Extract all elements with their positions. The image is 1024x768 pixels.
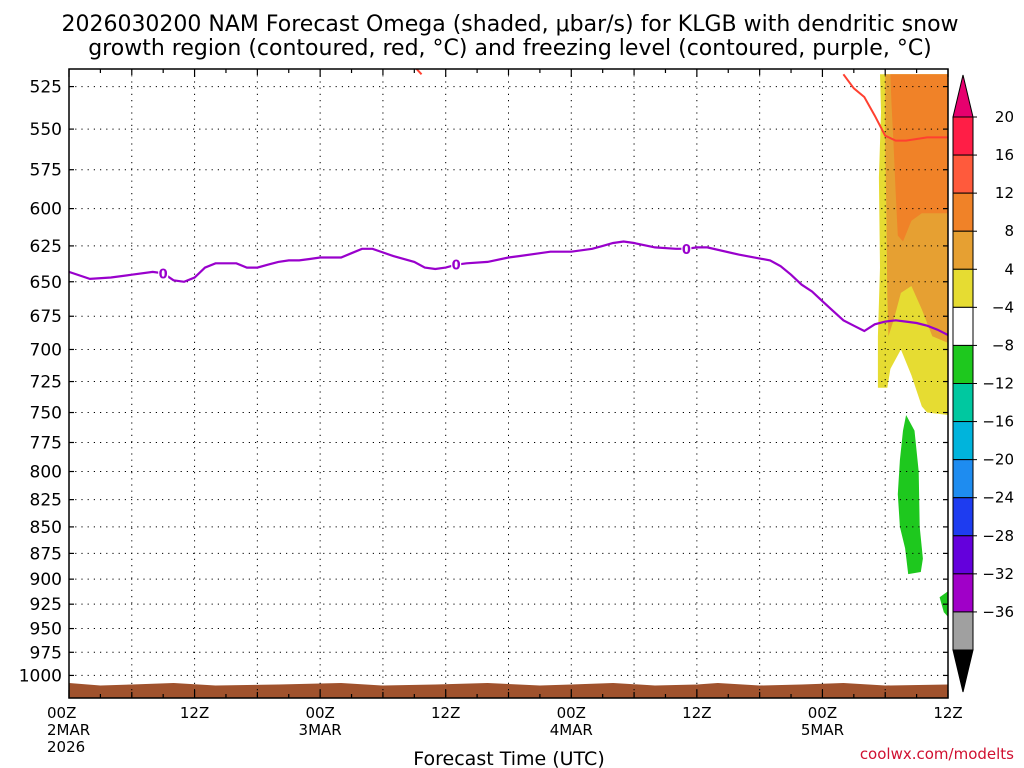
freezing-level-label-1: 0	[452, 259, 461, 274]
x-tick-label-0: 00Z	[47, 704, 76, 722]
omega-shading-layer	[877, 74, 948, 617]
freezing-label-bg-2	[681, 240, 692, 256]
x-tick-date-6: 5MAR	[801, 721, 844, 739]
colorbar-swatch-4	[952, 268, 974, 308]
colorbar-swatch-7	[952, 383, 974, 423]
colorbar-swatch-6	[952, 344, 974, 384]
plot-frame	[68, 68, 949, 699]
colorbar-label-5: −4	[992, 298, 1014, 316]
x-tick-label-5: 12Z	[682, 704, 711, 722]
colorbar-label-10: −24	[982, 489, 1014, 507]
colorbar-bottom-arrow	[952, 649, 974, 693]
x-tick-label-1: 12Z	[180, 704, 209, 722]
colorbar-label-7: −12	[982, 375, 1014, 393]
colorbar-swatch-12	[952, 573, 974, 613]
y-tick-label-825: 825	[30, 491, 62, 511]
y-tick-label-700: 700	[30, 340, 62, 360]
y-tick-label-625: 625	[30, 237, 62, 257]
omega-region-2	[890, 74, 948, 242]
colorbar: 20 16 12 8 4 −4 −8 −12 −16 −20 −24 −28 −32 −36	[952, 74, 1014, 693]
freezing-label-bg-0	[158, 265, 169, 281]
colorbar-swatch-13	[952, 611, 974, 651]
colorbar-swatch-0	[952, 116, 974, 156]
x-tick-label-7: 12Z	[933, 704, 962, 722]
colorbar-label-12: −32	[982, 565, 1014, 583]
grid-layer	[69, 69, 948, 698]
colorbar-label-1: 16	[995, 146, 1014, 164]
freezing-level-label-2: 0	[682, 243, 691, 258]
chart-title-line-2: growth region (contoured, red, °C) and f…	[88, 36, 932, 61]
colorbar-swatch-9	[952, 459, 974, 499]
colorbar-label-6: −8	[992, 336, 1014, 354]
colorbar-label-3: 8	[1004, 222, 1014, 240]
y-tick-label-850: 850	[30, 518, 62, 538]
colorbar-label-13: −36	[982, 603, 1014, 621]
colorbar-swatch-10	[952, 497, 974, 537]
y-tick-label-925: 925	[30, 595, 62, 615]
freezing-level-label-0: 0	[159, 267, 168, 282]
dendritic-growth-fragment	[415, 69, 423, 75]
y-tick-label-525: 525	[30, 78, 62, 98]
x-tick-label-3: 12Z	[431, 704, 460, 722]
y-tick-label-550: 550	[30, 120, 62, 140]
y-tick-label-575: 575	[30, 161, 62, 181]
y-tick-label-800: 800	[30, 463, 62, 483]
y-tick-label-875: 875	[30, 544, 62, 564]
y-tick-label-1000: 1000	[19, 666, 62, 686]
y-tick-label-600: 600	[30, 200, 62, 220]
x-tick-date-0: 2MAR	[47, 721, 90, 739]
colorbar-label-9: −20	[982, 451, 1014, 469]
y-axis: 525 550 575 600 625 650 675 700 725 750 775 800 825 8…	[19, 78, 948, 686]
y-tick-label-775: 775	[30, 433, 62, 453]
freezing-level-line	[69, 240, 948, 336]
colorbar-swatch-8	[952, 421, 974, 461]
colorbar-label-8: −16	[982, 413, 1014, 431]
colorbar-swatch-3	[952, 230, 974, 270]
y-tick-label-975: 975	[30, 643, 62, 663]
y-tick-label-750: 750	[30, 404, 62, 424]
credit-text: coolwx.com/modelts	[860, 745, 1014, 763]
colorbar-label-2: 12	[995, 184, 1014, 202]
contour-layer: 0 0 0	[69, 69, 948, 336]
y-tick-label-725: 725	[30, 373, 62, 393]
colorbar-label-0: 20	[995, 108, 1014, 126]
y-tick-label-900: 900	[30, 570, 62, 590]
x-tick-label-6: 00Z	[808, 704, 837, 722]
dendritic-growth-line	[842, 73, 948, 142]
colorbar-swatch-1	[952, 154, 974, 194]
y-tick-label-650: 650	[30, 273, 62, 293]
x-tick-date-2: 3MAR	[299, 721, 342, 739]
x-tick-label-4: 00Z	[557, 704, 586, 722]
colorbar-swatch-11	[952, 535, 974, 575]
colorbar-top-arrow	[952, 74, 974, 118]
colorbar-label-11: −28	[982, 527, 1014, 545]
y-tick-label-675: 675	[30, 307, 62, 327]
x-tick-date-4: 4MAR	[550, 721, 593, 739]
x-axis-label: Forecast Time (UTC)	[413, 748, 604, 768]
chart-title-line-1: 2026030200 NAM Forecast Omega (shaded, μ…	[61, 12, 958, 37]
x-tick-label-2: 00Z	[305, 704, 334, 722]
omega-region-3	[897, 415, 923, 575]
y-tick-label-950: 950	[30, 620, 62, 640]
colorbar-swatch-2	[952, 192, 974, 232]
x-tick-year-0: 2026	[47, 738, 85, 756]
freezing-label-bg-1	[451, 256, 462, 272]
colorbar-swatch-5	[952, 306, 974, 346]
colorbar-label-4: 4	[1004, 260, 1014, 278]
